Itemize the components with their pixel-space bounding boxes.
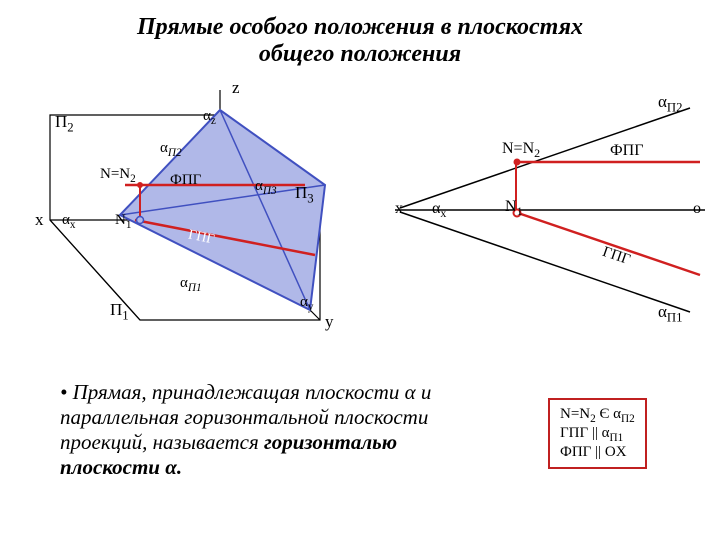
bullet-alpha: α — [405, 380, 416, 404]
lbl-x-right: x — [395, 200, 403, 218]
lbl-P2: П2 — [55, 112, 74, 135]
lbl-aP2-right: αП2 — [658, 92, 683, 115]
lbl-ax: αx — [62, 212, 75, 231]
lbl-NN2-right: N=N2 — [502, 140, 540, 161]
definition-text: • Прямая, принадлежащая плоскости α и па… — [60, 380, 500, 480]
box-line-1: N=N2 Є αП2 — [560, 406, 635, 425]
bullet-t1: Прямая, принадлежащая плоскости — [73, 380, 405, 404]
lbl-aP3: αП3 — [255, 178, 277, 197]
lbl-y: y — [325, 312, 334, 332]
lbl-aP1: αП1 — [180, 275, 202, 294]
lbl-ay: αy — [300, 294, 313, 313]
lbl-N1-right: N1 — [505, 198, 523, 219]
lbl-aP2: αП2 — [160, 140, 182, 159]
gpg-red — [518, 213, 700, 275]
title-line2: общего положения — [259, 41, 461, 67]
lbl-x: x — [35, 210, 44, 230]
bullet-mark: • — [60, 380, 73, 404]
box-line-3: ФПГ || OX — [560, 444, 635, 461]
lbl-az: αz — [203, 108, 216, 127]
lbl-NN2-left: N=N2 — [100, 166, 136, 185]
lbl-FPG-right: ФПГ — [610, 142, 643, 160]
box-line-2: ГПГ || αП1 — [560, 425, 635, 444]
title-line1: Прямые особого положения в плоскостях — [137, 14, 583, 40]
lbl-aP1-right: αП1 — [658, 302, 683, 325]
lbl-N1-left: N1 — [115, 212, 131, 231]
lbl-ax-right: αx — [432, 200, 446, 221]
page-title: Прямые особого положения в плоскостях об… — [0, 14, 720, 68]
lbl-FPG-left: ФПГ — [170, 172, 201, 189]
lbl-P3: П3 — [295, 183, 314, 206]
formula-box: N=N2 Є αП2 ГПГ || αП1 ФПГ || OX — [548, 398, 647, 469]
point-n2 — [137, 182, 143, 188]
aP2-trace — [400, 108, 690, 208]
lbl-z: z — [232, 78, 240, 98]
aP1-trace — [400, 212, 690, 312]
lbl-o-right: o — [693, 200, 701, 218]
point-n1 — [137, 217, 144, 224]
lbl-P1: П1 — [110, 300, 129, 323]
